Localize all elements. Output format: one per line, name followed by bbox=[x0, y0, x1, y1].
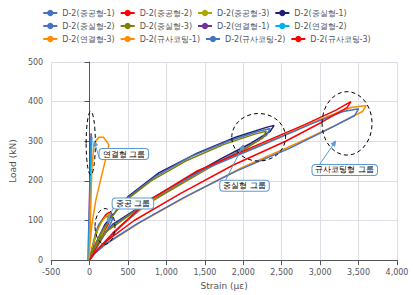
svg-text:D-2(연결형-3): D-2(연결형-3) bbox=[62, 35, 114, 44]
svg-text:중실형 그룹: 중실형 그룹 bbox=[223, 181, 266, 190]
svg-text:D-2(중실형-3): D-2(중실형-3) bbox=[140, 22, 192, 31]
svg-text:D-2(중공형-3): D-2(중공형-3) bbox=[217, 9, 269, 18]
svg-text:3,000: 3,000 bbox=[309, 268, 332, 277]
svg-text:D-2(연결형-2): D-2(연결형-2) bbox=[294, 22, 346, 31]
svg-text:0: 0 bbox=[38, 256, 43, 265]
svg-text:4,000: 4,000 bbox=[386, 268, 409, 277]
svg-text:400: 400 bbox=[28, 97, 43, 106]
svg-text:-500: -500 bbox=[42, 268, 60, 277]
svg-text:2,500: 2,500 bbox=[270, 268, 293, 277]
svg-text:100: 100 bbox=[28, 216, 43, 225]
svg-text:2,000: 2,000 bbox=[232, 268, 255, 277]
svg-text:500: 500 bbox=[120, 268, 135, 277]
svg-text:0: 0 bbox=[87, 268, 92, 277]
svg-text:D-2(규사코팅-3): D-2(규사코팅-3) bbox=[310, 35, 370, 44]
svg-text:500: 500 bbox=[28, 58, 43, 67]
svg-text:규사코팅형 그룹: 규사코팅형 그룹 bbox=[315, 165, 374, 174]
svg-text:D-2(규사코팅-1): D-2(규사코팅-1) bbox=[140, 35, 200, 44]
svg-text:200: 200 bbox=[28, 176, 43, 185]
svg-text:중공 그룹: 중공 그룹 bbox=[116, 199, 151, 208]
svg-text:연결형 그룹: 연결형 그룹 bbox=[103, 150, 146, 159]
svg-text:1,000: 1,000 bbox=[155, 268, 178, 277]
svg-text:Load (kN): Load (kN) bbox=[8, 139, 18, 182]
svg-text:300: 300 bbox=[28, 137, 43, 146]
svg-text:D-2(중실형-1): D-2(중실형-1) bbox=[294, 9, 346, 18]
svg-text:D-2(규사코팅-2): D-2(규사코팅-2) bbox=[225, 35, 285, 44]
svg-text:D-2(연결형-1): D-2(연결형-1) bbox=[217, 22, 269, 31]
svg-text:D-2(중공형-1): D-2(중공형-1) bbox=[62, 9, 114, 18]
svg-text:D-2(중공형-2): D-2(중공형-2) bbox=[140, 9, 192, 18]
svg-text:3,500: 3,500 bbox=[347, 268, 370, 277]
svg-text:Strain (με): Strain (με) bbox=[201, 281, 248, 291]
svg-text:D-2(중실형-2): D-2(중실형-2) bbox=[62, 22, 114, 31]
svg-text:1,500: 1,500 bbox=[193, 268, 216, 277]
